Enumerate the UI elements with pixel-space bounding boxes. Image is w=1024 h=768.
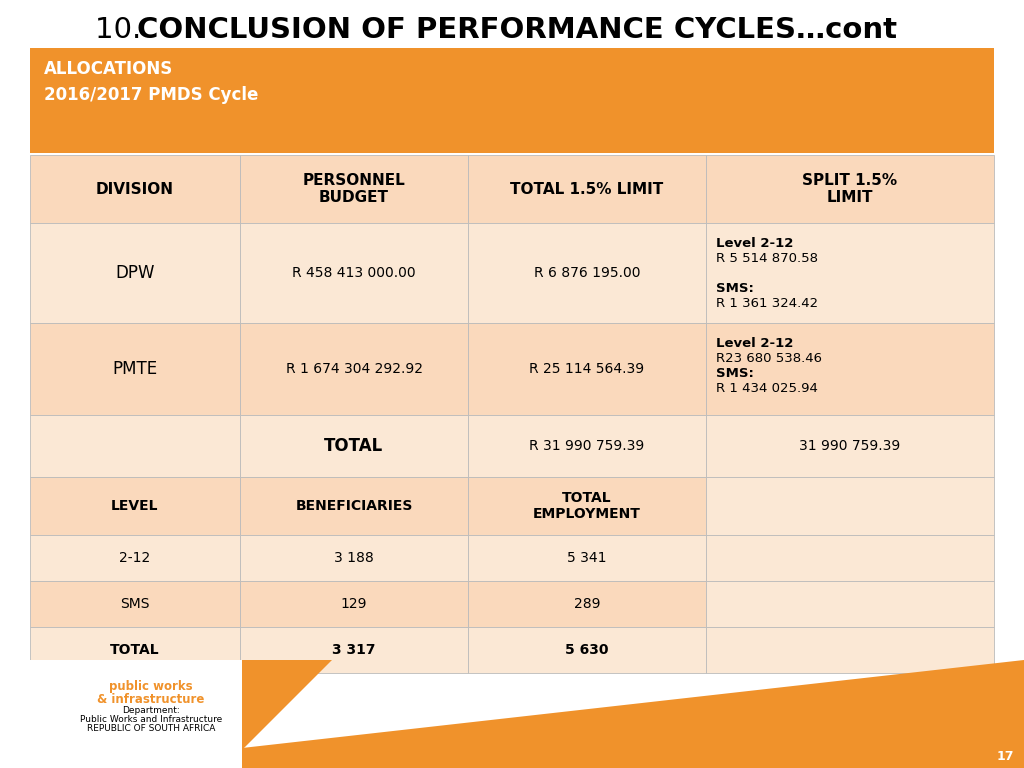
FancyBboxPatch shape [468,155,706,223]
Text: SMS: SMS [120,597,150,611]
FancyBboxPatch shape [468,477,706,535]
FancyBboxPatch shape [240,627,468,673]
Text: R 1 674 304 292.92: R 1 674 304 292.92 [286,362,423,376]
FancyBboxPatch shape [30,581,240,627]
FancyBboxPatch shape [30,535,240,581]
Text: 5 630: 5 630 [565,643,608,657]
FancyBboxPatch shape [706,627,994,673]
Text: 17: 17 [996,750,1014,763]
FancyBboxPatch shape [706,581,994,627]
FancyBboxPatch shape [706,155,994,223]
FancyBboxPatch shape [240,535,468,581]
Text: 31 990 759.39: 31 990 759.39 [800,439,901,453]
FancyBboxPatch shape [468,581,706,627]
FancyBboxPatch shape [706,323,994,415]
Text: 129: 129 [341,597,368,611]
Text: R 6 876 195.00: R 6 876 195.00 [534,266,640,280]
FancyBboxPatch shape [240,223,468,323]
FancyBboxPatch shape [30,323,240,415]
FancyBboxPatch shape [240,415,468,477]
Text: R23 680 538.46: R23 680 538.46 [716,352,822,365]
Text: R 5 514 870.58: R 5 514 870.58 [716,252,818,265]
Text: public works: public works [110,680,193,693]
Text: TOTAL: TOTAL [111,643,160,657]
Text: PMTE: PMTE [113,360,158,378]
FancyBboxPatch shape [30,155,240,223]
FancyBboxPatch shape [30,627,240,673]
Text: REPUBLIC OF SOUTH AFRICA: REPUBLIC OF SOUTH AFRICA [87,724,215,733]
Text: PERSONNEL
BUDGET: PERSONNEL BUDGET [303,173,406,205]
FancyBboxPatch shape [0,660,242,768]
Text: BENEFICIARIES: BENEFICIARIES [295,499,413,513]
FancyBboxPatch shape [468,323,706,415]
Text: 289: 289 [573,597,600,611]
FancyBboxPatch shape [706,477,994,535]
FancyBboxPatch shape [240,155,468,223]
Text: & infrastructure: & infrastructure [97,693,205,706]
FancyBboxPatch shape [0,750,1024,768]
Text: 2-12: 2-12 [120,551,151,565]
Text: R 1 361 324.42: R 1 361 324.42 [716,297,818,310]
Text: R 458 413 000.00: R 458 413 000.00 [292,266,416,280]
Text: TOTAL
EMPLOYMENT: TOTAL EMPLOYMENT [534,491,641,521]
Text: SMS:: SMS: [716,282,754,295]
Text: 2016/2017 PMDS Cycle: 2016/2017 PMDS Cycle [44,86,258,104]
Text: 10.: 10. [95,16,151,44]
FancyBboxPatch shape [30,223,240,323]
Text: Level 2-12: Level 2-12 [716,237,794,250]
FancyBboxPatch shape [468,535,706,581]
Text: 3 317: 3 317 [332,643,376,657]
FancyBboxPatch shape [706,415,994,477]
Text: SPLIT 1.5%
LIMIT: SPLIT 1.5% LIMIT [803,173,898,205]
Text: Public Works and Infrastructure: Public Works and Infrastructure [80,715,222,724]
Polygon shape [242,660,1024,768]
FancyBboxPatch shape [30,48,994,153]
FancyBboxPatch shape [240,477,468,535]
Text: R 1 434 025.94: R 1 434 025.94 [716,382,818,395]
FancyBboxPatch shape [706,535,994,581]
Text: ALLOCATIONS: ALLOCATIONS [44,60,173,78]
Polygon shape [242,660,332,750]
FancyBboxPatch shape [468,223,706,323]
FancyBboxPatch shape [706,223,994,323]
Text: SMS:: SMS: [716,367,754,380]
FancyBboxPatch shape [468,627,706,673]
Text: DIVISION: DIVISION [96,181,174,197]
Text: 3 188: 3 188 [334,551,374,565]
Text: TOTAL: TOTAL [325,437,384,455]
Text: TOTAL 1.5% LIMIT: TOTAL 1.5% LIMIT [510,181,664,197]
Text: R 25 114 564.39: R 25 114 564.39 [529,362,644,376]
FancyBboxPatch shape [30,477,240,535]
Text: CONCLUSION OF PERFORMANCE CYCLES…cont: CONCLUSION OF PERFORMANCE CYCLES…cont [137,16,897,44]
Text: 5 341: 5 341 [567,551,607,565]
Text: R 31 990 759.39: R 31 990 759.39 [529,439,645,453]
FancyBboxPatch shape [468,415,706,477]
Text: DPW: DPW [116,264,155,282]
FancyBboxPatch shape [240,323,468,415]
FancyBboxPatch shape [30,415,240,477]
Text: Level 2-12: Level 2-12 [716,337,794,350]
Text: LEVEL: LEVEL [112,499,159,513]
FancyBboxPatch shape [240,581,468,627]
Text: Department:: Department: [122,706,180,715]
